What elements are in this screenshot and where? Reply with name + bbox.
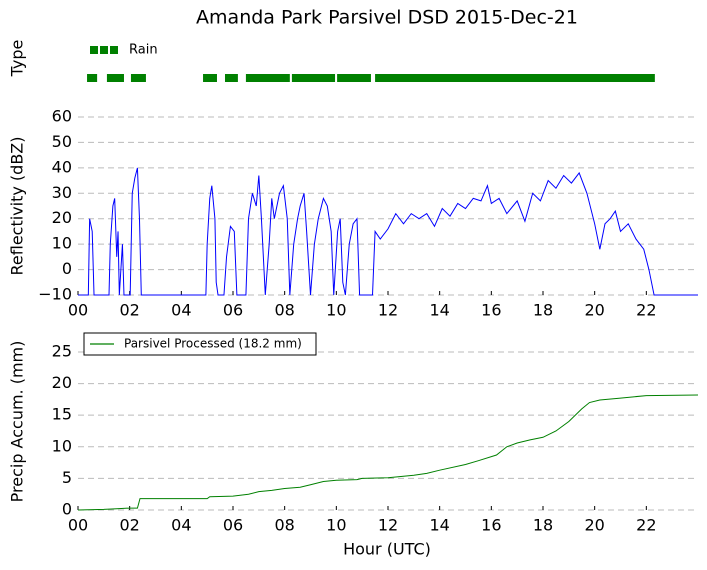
type-segment (291, 74, 336, 82)
x-tick-label: 16 (481, 516, 501, 535)
y-tick-label: 20 (52, 208, 72, 227)
x-tick-label: 22 (636, 516, 656, 535)
y-tick-label: 10 (52, 436, 72, 455)
x-tick-label: 22 (636, 301, 656, 320)
x-tick-label: 18 (533, 516, 553, 535)
x-tick-label: 20 (584, 301, 604, 320)
x-tick-label: 10 (326, 301, 346, 320)
x-tick-label: 18 (533, 301, 553, 320)
x-tick-label: 08 (274, 516, 294, 535)
x-tick-label: 06 (223, 516, 243, 535)
y-tick-label: 10 (52, 234, 72, 253)
legend-box (83, 332, 317, 356)
x-tick-label: 16 (481, 301, 501, 320)
y-tick-label: 0 (62, 500, 72, 519)
y-tick-label: −10 (38, 285, 72, 304)
y-tick-label: 30 (52, 183, 72, 202)
accum-line (77, 394, 699, 511)
x-tick-label: 02 (119, 516, 139, 535)
x-tick-label: 06 (223, 301, 243, 320)
x-tick-label: 04 (171, 516, 191, 535)
y-tick-label: 40 (52, 157, 72, 176)
type-segment (337, 74, 371, 82)
x-tick-label: 20 (584, 516, 604, 535)
x-tick-label: 12 (378, 516, 398, 535)
x-tick-label: 00 (68, 301, 88, 320)
x-axis-label: Hour (UTC) (343, 540, 431, 559)
x-tick-label: 04 (171, 301, 191, 320)
y-axis-label: Precip Accum. (mm) (8, 341, 27, 503)
x-tick-label: 00 (68, 516, 88, 535)
y-axis-label: Reflectivity (dBZ) (8, 137, 27, 276)
type-segment (130, 74, 146, 82)
x-tick-label: 14 (429, 516, 449, 535)
y-tick-label: 20 (52, 373, 72, 392)
y-tick-label: 50 (52, 132, 72, 151)
legend-swatch (100, 46, 108, 54)
y-tick-label: 60 (52, 107, 72, 126)
y-tick-label: 0 (62, 259, 72, 278)
figure-title: Amanda Park Parsivel DSD 2015-Dec-21 (196, 7, 578, 29)
type-segment (87, 74, 98, 82)
legend-swatch (90, 46, 98, 54)
reflectivity-line (78, 167, 698, 296)
legend-swatch (110, 46, 118, 54)
x-tick-label: 08 (274, 301, 294, 320)
legend-label: Parsivel Processed (18.2 mm) (124, 337, 302, 351)
x-tick-label: 10 (326, 516, 346, 535)
y-tick-label: 5 (62, 468, 72, 487)
x-tick-label: 14 (429, 301, 449, 320)
type-segment (203, 74, 217, 82)
x-tick-label: 02 (119, 301, 139, 320)
y-axis-label: Type (8, 40, 27, 78)
type-segment (245, 74, 290, 82)
type-segment (106, 74, 124, 82)
x-tick-label: 12 (378, 301, 398, 320)
legend-label: Rain (129, 43, 158, 58)
type-segment (375, 74, 655, 82)
type-segment (224, 74, 238, 82)
y-tick-label: 25 (52, 341, 72, 360)
y-tick-label: 15 (52, 405, 72, 424)
